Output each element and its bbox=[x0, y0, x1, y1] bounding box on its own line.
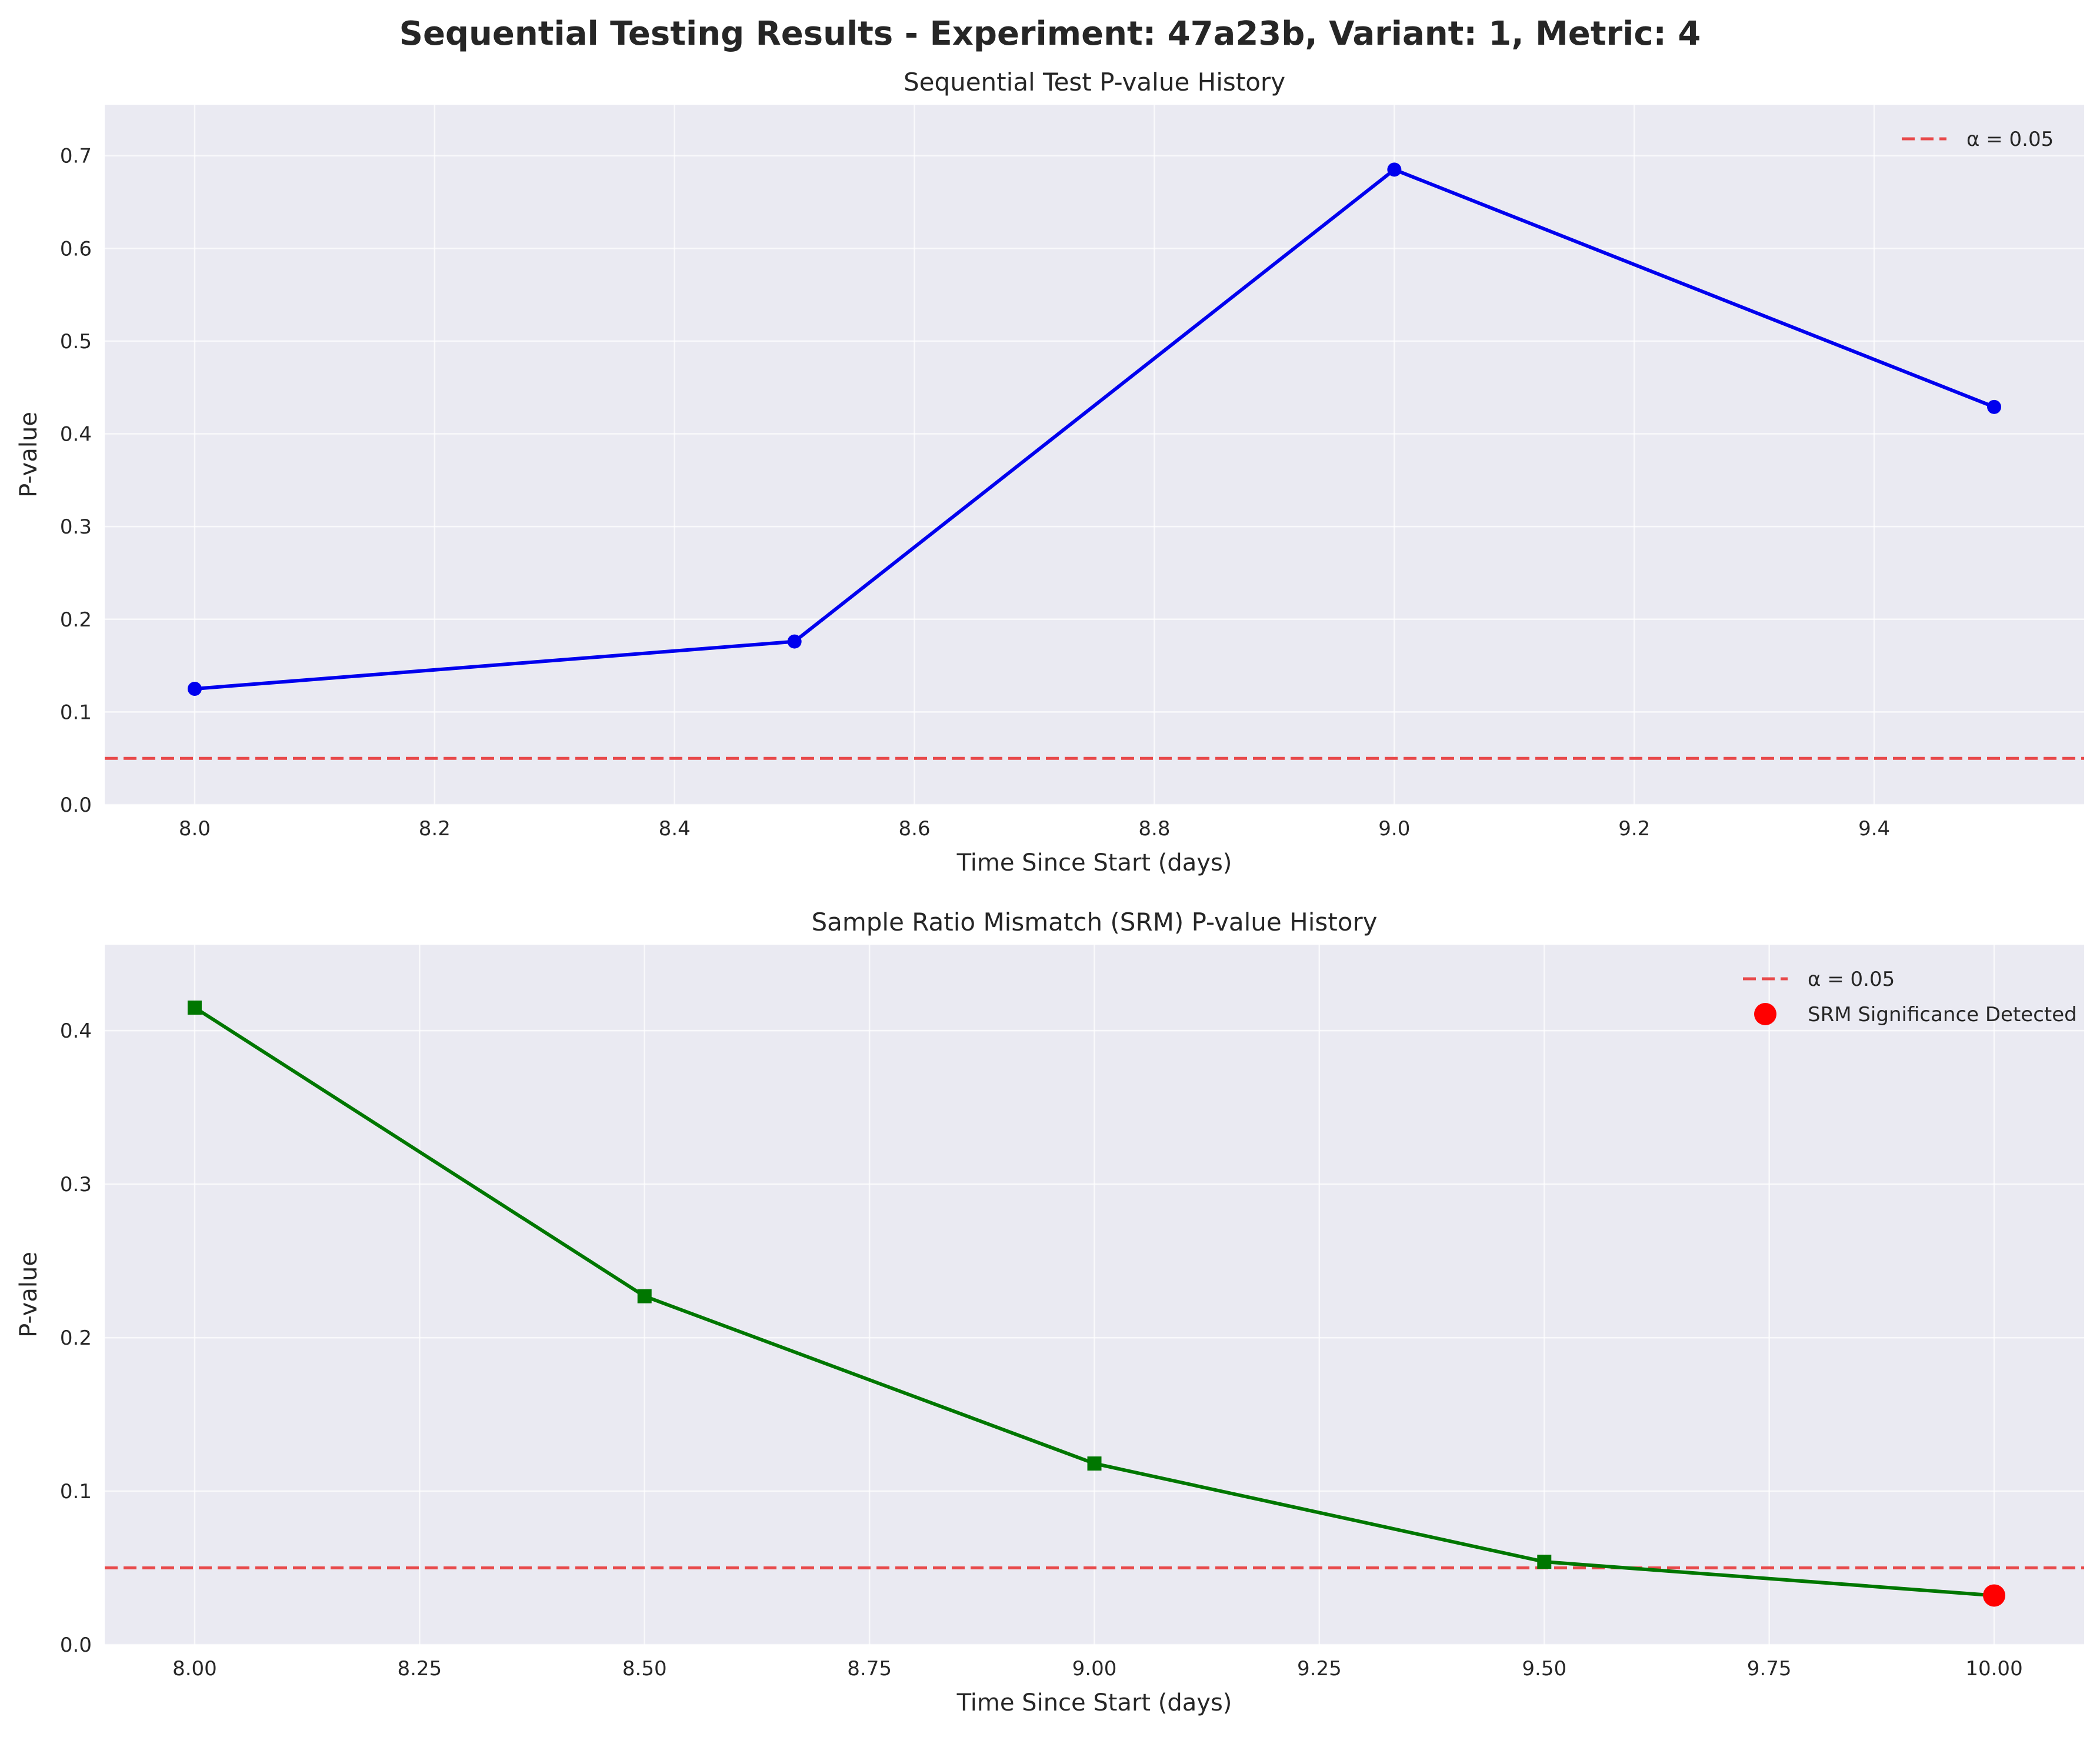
x-tick-label: 9.75 bbox=[1747, 1657, 1792, 1681]
x-tick-label: 8.25 bbox=[397, 1657, 442, 1681]
x-axis-label: Time Since Start (days) bbox=[956, 849, 1232, 876]
legend-label: SRM Significance Detected bbox=[1808, 1003, 2077, 1026]
x-tick-label: 9.0 bbox=[1378, 817, 1410, 841]
srm-pvalue-panel: 8.00 8.25 8.50 8.75 9.00 9.25 9.50 9.75 10.00 0.… bbox=[15, 908, 2084, 1716]
grid-lines bbox=[105, 105, 2084, 806]
srm-detected-marker bbox=[1983, 1584, 2006, 1607]
y-tick-label: 0.1 bbox=[60, 1480, 92, 1503]
legend-label: α = 0.05 bbox=[1808, 968, 1895, 991]
data-point bbox=[1987, 399, 2002, 414]
data-point bbox=[187, 1000, 202, 1015]
x-tick-label: 9.00 bbox=[1072, 1657, 1117, 1681]
y-tick-label: 0.1 bbox=[60, 701, 92, 724]
y-axis-label: P-value bbox=[15, 1252, 42, 1338]
series-line bbox=[194, 168, 1995, 691]
y-tick-label: 0.2 bbox=[60, 1326, 92, 1350]
y-tick-labels: 0.0 0.1 0.2 0.3 0.4 bbox=[60, 1019, 92, 1657]
data-point bbox=[187, 681, 202, 696]
data-point bbox=[1537, 1555, 1552, 1569]
plot-area bbox=[105, 105, 2084, 805]
legend-swatch-srm bbox=[1754, 1003, 1776, 1025]
x-tick-label: 9.4 bbox=[1858, 817, 1890, 841]
y-tick-label: 0.5 bbox=[60, 330, 92, 354]
y-tick-labels: 0.0 0.1 0.2 0.3 0.4 0.5 0.6 0.7 bbox=[60, 145, 92, 817]
y-tick-label: 0.3 bbox=[60, 1173, 92, 1196]
data-point bbox=[1387, 162, 1402, 177]
x-tick-label: 9.25 bbox=[1297, 1657, 1342, 1681]
x-tick-label: 9.2 bbox=[1618, 817, 1650, 841]
legend: α = 0.05 bbox=[1902, 128, 2054, 151]
y-tick-label: 0.3 bbox=[60, 515, 92, 539]
figure-title: Sequential Testing Results - Experiment:… bbox=[399, 15, 1701, 53]
x-tick-label: 8.6 bbox=[899, 817, 931, 841]
y-tick-label: 0.0 bbox=[60, 794, 92, 817]
x-tick-label: 9.50 bbox=[1522, 1657, 1566, 1681]
x-tick-label: 8.50 bbox=[622, 1657, 667, 1681]
y-tick-label: 0.2 bbox=[60, 608, 92, 632]
y-tick-label: 0.6 bbox=[60, 237, 92, 261]
x-tick-label: 10.00 bbox=[1965, 1657, 2022, 1681]
panel-title: Sequential Test P-value History bbox=[904, 68, 1285, 96]
y-tick-label: 0.4 bbox=[60, 1019, 92, 1043]
x-tick-label: 8.2 bbox=[419, 817, 451, 841]
grid-lines bbox=[105, 945, 2084, 1646]
data-point bbox=[1087, 1456, 1102, 1471]
x-tick-label: 8.75 bbox=[847, 1657, 892, 1681]
y-tick-label: 0.4 bbox=[60, 423, 92, 446]
panel-title: Sample Ratio Mismatch (SRM) P-value Hist… bbox=[811, 908, 1377, 936]
y-axis-label: P-value bbox=[15, 412, 42, 498]
x-tick-label: 8.0 bbox=[179, 817, 211, 841]
x-tick-label: 8.00 bbox=[172, 1657, 217, 1681]
x-tick-labels: 8.0 8.2 8.4 8.6 8.8 9.0 9.2 9.4 bbox=[179, 817, 1890, 841]
x-tick-labels: 8.00 8.25 8.50 8.75 9.00 9.25 9.50 9.75 10.00 bbox=[172, 1657, 2023, 1681]
x-tick-label: 8.4 bbox=[659, 817, 691, 841]
y-tick-label: 0.7 bbox=[60, 145, 92, 168]
series-group bbox=[187, 1000, 2006, 1607]
series-group bbox=[187, 162, 2002, 696]
sequential-pvalue-panel: 8.0 8.2 8.4 8.6 8.8 9.0 9.2 9.4 0.0 0.1 0.2 0.3 0.4… bbox=[15, 68, 2084, 876]
y-tick-label: 0.0 bbox=[60, 1633, 92, 1657]
data-point bbox=[637, 1289, 652, 1303]
x-axis-label: Time Since Start (days) bbox=[956, 1689, 1232, 1716]
x-tick-label: 8.8 bbox=[1138, 817, 1170, 841]
legend: α = 0.05 SRM Significance Detected bbox=[1743, 968, 2077, 1026]
data-point bbox=[787, 634, 802, 649]
legend-label: α = 0.05 bbox=[1966, 128, 2054, 151]
